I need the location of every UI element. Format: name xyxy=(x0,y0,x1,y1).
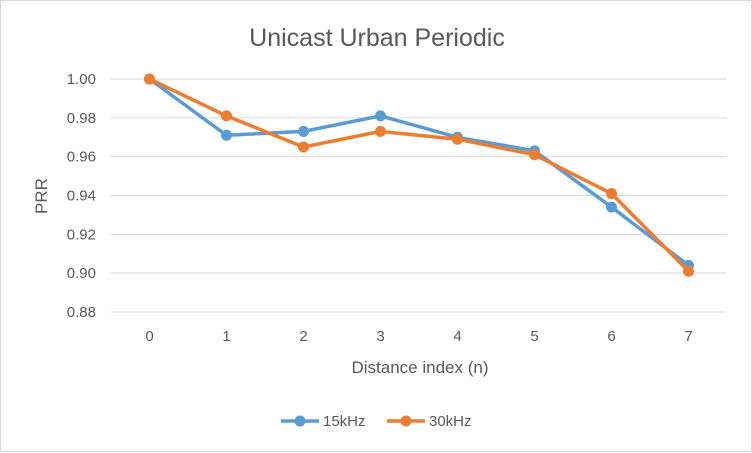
x-tick-label: 7 xyxy=(684,328,692,345)
x-tick-label: 2 xyxy=(299,328,307,345)
series-15kHz xyxy=(144,73,694,271)
data-point xyxy=(683,265,694,277)
y-tick-label: 0.96 xyxy=(67,149,96,166)
legend-label: 30kHz xyxy=(429,413,472,430)
x-tick-label: 4 xyxy=(453,328,461,345)
y-tick-label: 0.94 xyxy=(67,188,96,205)
x-tick-label: 1 xyxy=(222,328,230,345)
y-tick-label: 1.00 xyxy=(67,71,96,88)
series-30kHz xyxy=(144,73,694,277)
legend-label: 15kHz xyxy=(323,413,366,430)
y-tick-label: 0.98 xyxy=(67,110,96,127)
data-point xyxy=(606,188,617,200)
x-tick-label: 3 xyxy=(376,328,384,345)
chart-title: Unicast Urban Periodic xyxy=(249,24,505,52)
legend-item: 30kHz xyxy=(387,413,472,430)
x-axis-ticks: 0 1 2 3 4 5 6 7 xyxy=(145,328,692,345)
y-tick-label: 0.88 xyxy=(67,304,96,321)
y-axis-title: PRR xyxy=(32,178,51,214)
data-point xyxy=(221,110,232,122)
series-line xyxy=(148,77,690,273)
x-tick-label: 5 xyxy=(530,328,538,345)
series-lines xyxy=(144,73,694,277)
x-tick-label: 6 xyxy=(607,328,615,345)
legend-marker xyxy=(400,415,412,427)
legend-marker xyxy=(294,415,306,427)
data-point xyxy=(606,201,617,213)
data-point xyxy=(221,129,232,141)
data-point xyxy=(529,149,540,161)
data-point xyxy=(375,110,386,122)
data-point xyxy=(452,133,463,145)
series-line xyxy=(148,77,690,267)
data-point xyxy=(144,73,155,85)
legend: 15kHz 30kHz xyxy=(281,413,472,430)
gridlines xyxy=(111,78,727,313)
y-tick-label: 0.92 xyxy=(67,226,96,243)
data-point xyxy=(375,125,386,137)
legend-item: 15kHz xyxy=(281,413,366,430)
data-point xyxy=(298,125,309,137)
x-axis-title: Distance index (n) xyxy=(351,358,488,377)
y-axis-ticks: 0.88 0.90 0.92 0.94 0.96 0.98 1.00 xyxy=(67,71,96,321)
data-point xyxy=(298,141,309,153)
x-tick-label: 0 xyxy=(145,328,153,345)
y-tick-label: 0.90 xyxy=(67,265,96,282)
